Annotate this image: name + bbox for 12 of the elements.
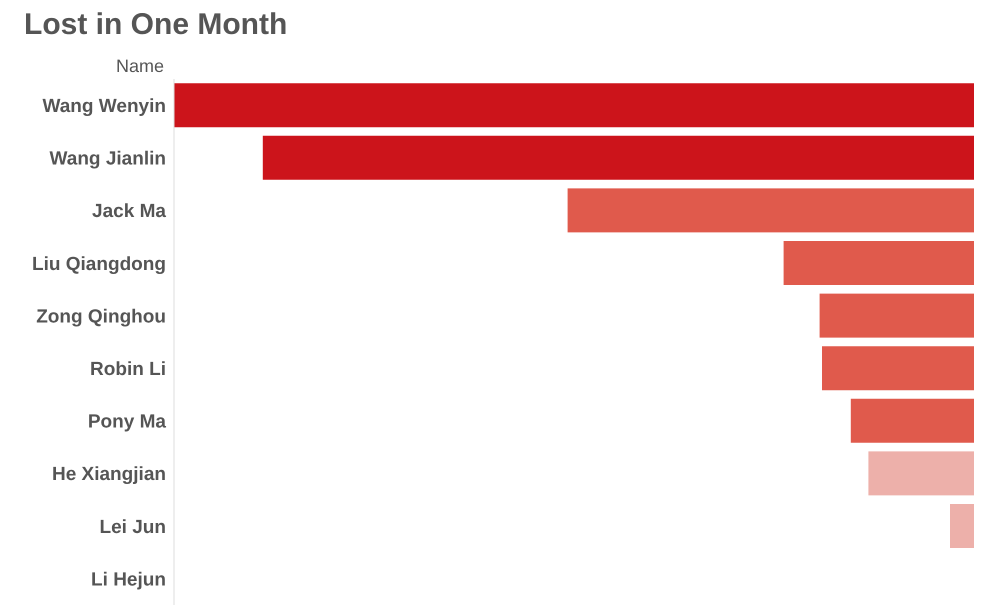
y-tick-label: He Xiangjian bbox=[52, 464, 166, 486]
y-tick-label: Robin Li bbox=[90, 359, 166, 380]
y-tick-label: Pony Ma bbox=[88, 412, 166, 433]
y-tick-label: Lei Jun bbox=[99, 516, 166, 538]
y-tick-label: Li Hejun bbox=[91, 569, 166, 590]
y-tick-label: Liu Qiangdong bbox=[32, 254, 166, 275]
y-tick-label: Wang Jianlin bbox=[50, 148, 166, 170]
y-tick-label: Jack Ma bbox=[92, 201, 166, 222]
y-axis-title: Name bbox=[114, 56, 164, 77]
y-tick-label: Wang Wenyin bbox=[42, 96, 166, 118]
chart-title: Lost in One Month bbox=[23, 8, 288, 43]
y-tick-label: Zong Qinghou bbox=[36, 306, 166, 328]
